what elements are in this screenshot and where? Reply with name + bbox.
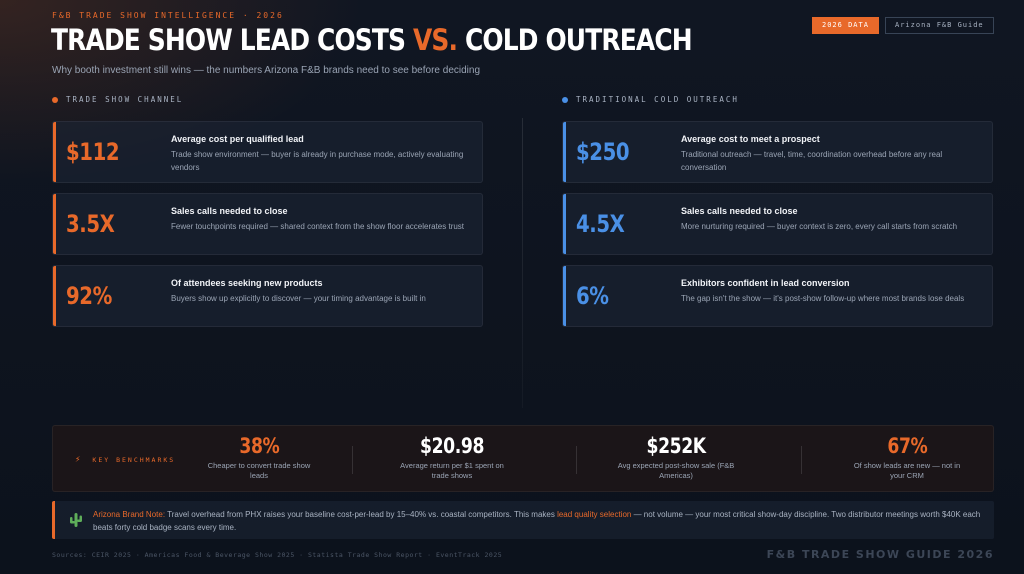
eyebrow-label: F&B TRADE SHOW INTELLIGENCE · 2026 xyxy=(52,11,284,20)
card-description: Traditional outreach — travel, time, coo… xyxy=(681,150,943,172)
card-title: Of attendees seeking new products xyxy=(171,278,323,288)
card-description: More nurturing required — buyer context … xyxy=(681,222,958,231)
trade-show-card-cost: $112 Average cost per qualified lead Tra… xyxy=(52,121,483,183)
guide-badge: Arizona F&B Guide xyxy=(885,17,994,34)
accent-bar xyxy=(53,194,56,254)
accent-bar xyxy=(563,194,566,254)
benchmarks-heading-label: KEY BENCHMARKS xyxy=(92,456,176,464)
card-title: Average cost to meet a prospect xyxy=(681,134,820,144)
benchmark-metric: $20.98 Average return per $1 spent on tr… xyxy=(372,434,532,481)
card-title: Exhibitors confident in lead conversion xyxy=(681,278,850,288)
card-stat: 6% xyxy=(576,282,609,310)
benchmark-label: Avg expected post-show sale (F&B America… xyxy=(617,461,735,480)
page-title: TRADE SHOW LEAD COSTS VS. COLD OUTREACH xyxy=(51,23,693,57)
metric-divider xyxy=(352,446,353,474)
card-stat: 92% xyxy=(66,282,112,310)
benchmark-metric: 38% Cheaper to convert trade show leads xyxy=(179,434,339,481)
note-label: Arizona Brand Note: xyxy=(93,510,166,519)
trade-show-card-calls: 3.5X Sales calls needed to close Fewer t… xyxy=(52,193,483,255)
trade-show-heading: TRADE SHOW CHANNEL xyxy=(52,95,183,104)
card-description: Trade show environment — buyer is alread… xyxy=(171,150,464,172)
benchmark-label: Of show leads are new — not in your CRM xyxy=(853,461,961,480)
card-description: Buyers show up explicitly to discover — … xyxy=(171,294,426,303)
page-subtitle: Why booth investment still wins — the nu… xyxy=(52,65,481,76)
benchmark-value: $252K xyxy=(646,434,706,458)
benchmark-value: 38% xyxy=(238,434,279,458)
footer-brand: F&B TRADE SHOW GUIDE 2026 xyxy=(766,548,994,561)
metric-divider xyxy=(576,446,577,474)
card-description: Fewer touchpoints required — shared cont… xyxy=(171,222,465,231)
cold-outreach-heading-label: TRADITIONAL COLD OUTREACH xyxy=(576,95,739,104)
trade-show-card-attendees: 92% Of attendees seeking new products Bu… xyxy=(52,265,483,327)
benchmark-metric: 67% Of show leads are new — not in your … xyxy=(827,434,987,481)
benchmarks-heading: ⚡ KEY BENCHMARKS xyxy=(75,455,175,465)
title-vs: VS. xyxy=(412,23,458,57)
card-title: Average cost per qualified lead xyxy=(171,134,304,144)
blue-dot-icon xyxy=(562,96,568,103)
note-text: Arizona Brand Note: Travel overhead from… xyxy=(93,509,983,534)
benchmark-label: Cheaper to convert trade show leads xyxy=(207,461,311,480)
metric-divider xyxy=(801,446,802,474)
outreach-card-cost: $250 Average cost to meet a prospect Tra… xyxy=(562,121,993,183)
card-title: Sales calls needed to close xyxy=(681,206,798,216)
card-title: Sales calls needed to close xyxy=(171,206,288,216)
card-description: The gap isn't the show — it's post-show … xyxy=(681,294,965,303)
accent-bar xyxy=(53,122,56,182)
trade-show-heading-label: TRADE SHOW CHANNEL xyxy=(66,95,184,104)
note-highlight: lead quality selection xyxy=(557,510,632,519)
arizona-brand-note: Arizona Brand Note: Travel overhead from… xyxy=(52,501,994,539)
accent-bar xyxy=(53,266,56,326)
card-stat: $112 xyxy=(66,138,120,166)
orange-dot-icon xyxy=(52,96,58,103)
title-part1: TRADE SHOW LEAD COSTS xyxy=(51,23,413,57)
note-text-part1: Travel overhead from PHX raises your bas… xyxy=(165,510,558,519)
outreach-card-calls: 4.5X Sales calls needed to close More nu… xyxy=(562,193,993,255)
key-benchmarks-panel: ⚡ KEY BENCHMARKS 38% Cheaper to convert … xyxy=(52,425,994,492)
cold-outreach-heading: TRADITIONAL COLD OUTREACH xyxy=(562,95,739,104)
lightning-icon: ⚡ xyxy=(75,455,83,465)
title-part2: COLD OUTREACH xyxy=(457,23,693,57)
column-divider xyxy=(522,118,523,408)
card-stat: 3.5X xyxy=(66,210,115,238)
benchmark-value: 67% xyxy=(886,434,927,458)
note-text-part2: — not volume — your most critical show-d… xyxy=(93,510,981,532)
accent-bar xyxy=(563,122,566,182)
benchmark-label: Average return per $1 spent on trade sho… xyxy=(400,461,504,480)
outreach-card-confidence: 6% Exhibitors confident in lead conversi… xyxy=(562,265,993,327)
benchmark-metric: $252K Avg expected post-show sale (F&B A… xyxy=(596,434,756,481)
sources-line: Sources: CEIR 2025 · Americas Food & Bev… xyxy=(52,551,503,559)
benchmark-value: $20.98 xyxy=(419,434,484,458)
cactus-icon xyxy=(69,512,83,533)
year-badge: 2026 DATA xyxy=(812,17,879,34)
accent-bar xyxy=(563,266,566,326)
card-stat: $250 xyxy=(576,138,630,166)
card-stat: 4.5X xyxy=(576,210,625,238)
